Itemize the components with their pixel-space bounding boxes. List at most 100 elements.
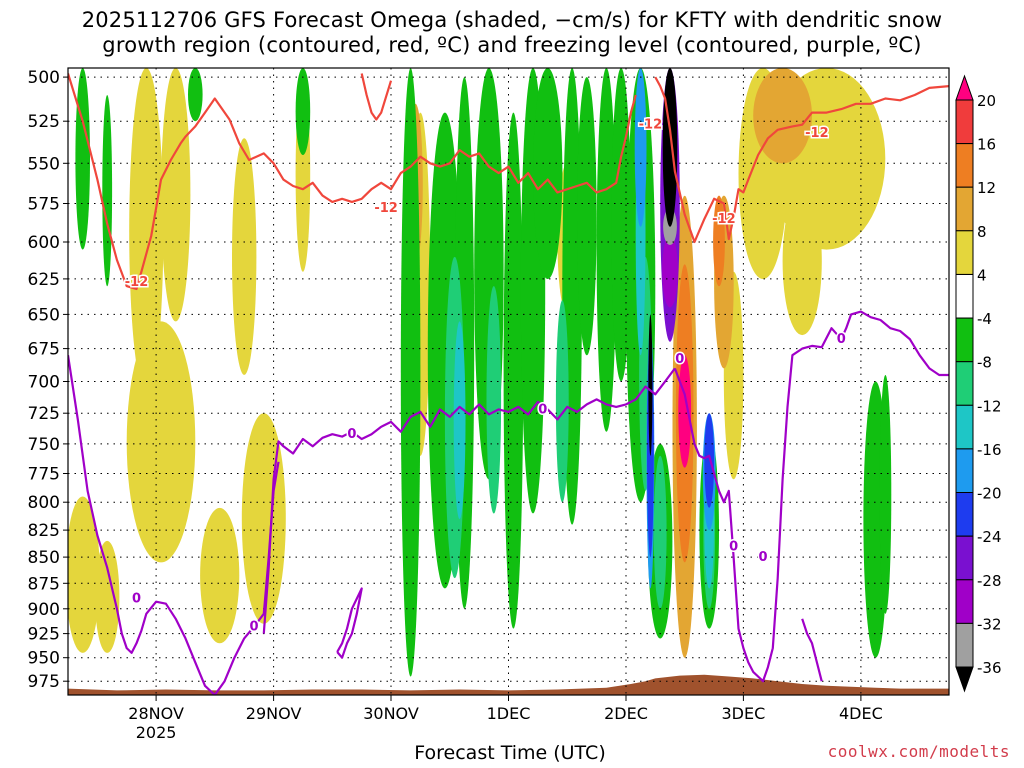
omega-region-43 (486, 286, 502, 514)
contour-freezing-line-2 (336, 587, 363, 659)
y-tick-label-875: 875 (28, 574, 60, 594)
y-tick-label-500: 500 (28, 68, 60, 88)
y-tick-label-575: 575 (28, 195, 60, 215)
terrain-surface (68, 674, 949, 695)
contour-label-dgz-3: -12 (712, 212, 736, 227)
omega-region-26 (400, 68, 421, 677)
colorbar: 20 16 12 8 4 -4 -8 -12 -16 -20 -24 -28 -32 -36 (955, 74, 1002, 693)
y-tick-label-600: 600 (28, 233, 60, 253)
x-tick-label-29NOV: 29NOV (246, 704, 302, 723)
omega-region-30 (503, 112, 524, 629)
y-tick-label-825: 825 (28, 521, 60, 541)
y-tick-label-700: 700 (28, 373, 60, 393)
colorbar-segment-3 (955, 230, 974, 275)
omega-region-25 (295, 68, 311, 155)
omega-region-32 (533, 68, 563, 279)
omega-region-4 (161, 68, 191, 322)
omega-region-44 (555, 300, 569, 503)
colorbar-label-2: 12 (977, 179, 996, 197)
omega-region-2 (129, 68, 164, 395)
colorbar-segment-1 (955, 143, 974, 188)
y-tick-label-550: 550 (28, 154, 60, 174)
colorbar-segment-8 (955, 448, 974, 493)
plot-area (68, 68, 949, 695)
contour-label-freezing-5: 0 (729, 539, 738, 554)
y-tick-label-750: 750 (28, 435, 60, 455)
colorbar-label-3: 8 (977, 223, 987, 241)
contour-label-dgz-2: -12 (639, 118, 663, 133)
credit-text: coolwx.com/modelts (827, 742, 1010, 761)
omega-region-41 (879, 375, 892, 614)
omega-region-60 (648, 314, 653, 456)
contour-label-freezing-3: 0 (538, 402, 547, 417)
omega-region-54 (704, 413, 715, 508)
colorbar-segment-2 (955, 186, 974, 232)
colorbar-segment-6 (955, 361, 974, 406)
contour-label-freezing-7: 0 (837, 332, 846, 347)
contour-label-freezing-2: 0 (347, 427, 356, 442)
x-axis-title-text: Forecast Time (UTC) (414, 742, 606, 764)
contour-label-dgz-4: -12 (805, 126, 829, 141)
colorbar-segment-10 (955, 535, 974, 581)
contour-label-dgz-0: -12 (125, 275, 149, 290)
omega-region-52 (634, 68, 647, 227)
contour-label-freezing-1: 0 (249, 620, 258, 635)
y-tick-label-800: 800 (28, 493, 60, 513)
colorbar-segment-5 (955, 317, 974, 363)
colorbar-label-13: -36 (977, 659, 1002, 677)
omega-region-59 (662, 68, 678, 227)
omega-region-3 (126, 321, 196, 563)
omega-region-35 (596, 68, 617, 432)
contour-dgz-line-2 (654, 76, 949, 244)
x-tick-label-28NOV: 28NOV (128, 704, 184, 723)
contour-freezing-line-0 (68, 355, 280, 695)
y-tick-label-900: 900 (28, 600, 60, 620)
colorbar-label-12: -32 (977, 615, 1002, 633)
contour-label-freezing-0: 0 (132, 592, 141, 607)
colorbar-label-7: -12 (977, 397, 1002, 415)
omega-region-34 (577, 77, 597, 356)
x-tick-label-3DEC: 3DEC (722, 704, 766, 723)
contour-dgz-line-1 (360, 73, 393, 121)
y-tick-label-850: 850 (28, 548, 60, 568)
y-tick-label-675: 675 (28, 340, 60, 360)
y-tick-label-625: 625 (28, 270, 60, 290)
colorbar-segment-7 (955, 404, 974, 450)
omega-region-6 (241, 413, 286, 624)
x-tick-sublabel-28NOV: 2025 (136, 723, 177, 742)
colorbar-label-10: -24 (977, 528, 1002, 546)
colorbar-segment-0 (955, 99, 974, 145)
y-tick-label-775: 775 (28, 465, 60, 485)
y-tick-label-950: 950 (28, 649, 60, 669)
x-tick-label-4DEC: 4DEC (839, 704, 883, 723)
omega-region-22 (75, 68, 90, 250)
omega-region-24 (188, 68, 203, 122)
contour-label-freezing-4: 0 (675, 352, 684, 367)
contours: -12 -12 -12 -12 -12 0 0 0 0 0 0 0 0 (68, 73, 949, 695)
omega-region-46 (653, 455, 667, 609)
y-tick-label-525: 525 (28, 112, 60, 132)
omega-region-7 (232, 138, 257, 375)
omega-region-20 (713, 195, 725, 287)
omega-region-0 (68, 496, 100, 653)
omega-region-23 (102, 95, 113, 287)
y-tick-label-650: 650 (28, 305, 60, 325)
y-tick-label-725: 725 (28, 404, 60, 424)
omega-region-1 (95, 540, 120, 653)
colorbar-segment-11 (955, 579, 974, 624)
omega-region-57 (662, 234, 678, 308)
omega-region-5 (200, 507, 240, 644)
grid (68, 68, 949, 695)
y-axis: 500 525 550 575 600 625 650 675 700 725 750 775 800 8… (28, 68, 68, 692)
x-tick-label-30NOV: 30NOV (363, 704, 419, 723)
contour-dgz-line-0 (68, 73, 637, 291)
y-tick-label-975: 975 (28, 672, 60, 692)
colorbar-label-8: -16 (977, 441, 1002, 459)
colorbar-label-4: 4 (977, 267, 987, 285)
colorbar-label-1: 16 (977, 136, 996, 154)
colorbar-label-11: -28 (977, 572, 1002, 590)
x-tick-label-2DEC: 2DEC (604, 704, 648, 723)
contour-freezing-line-1 (262, 367, 676, 634)
